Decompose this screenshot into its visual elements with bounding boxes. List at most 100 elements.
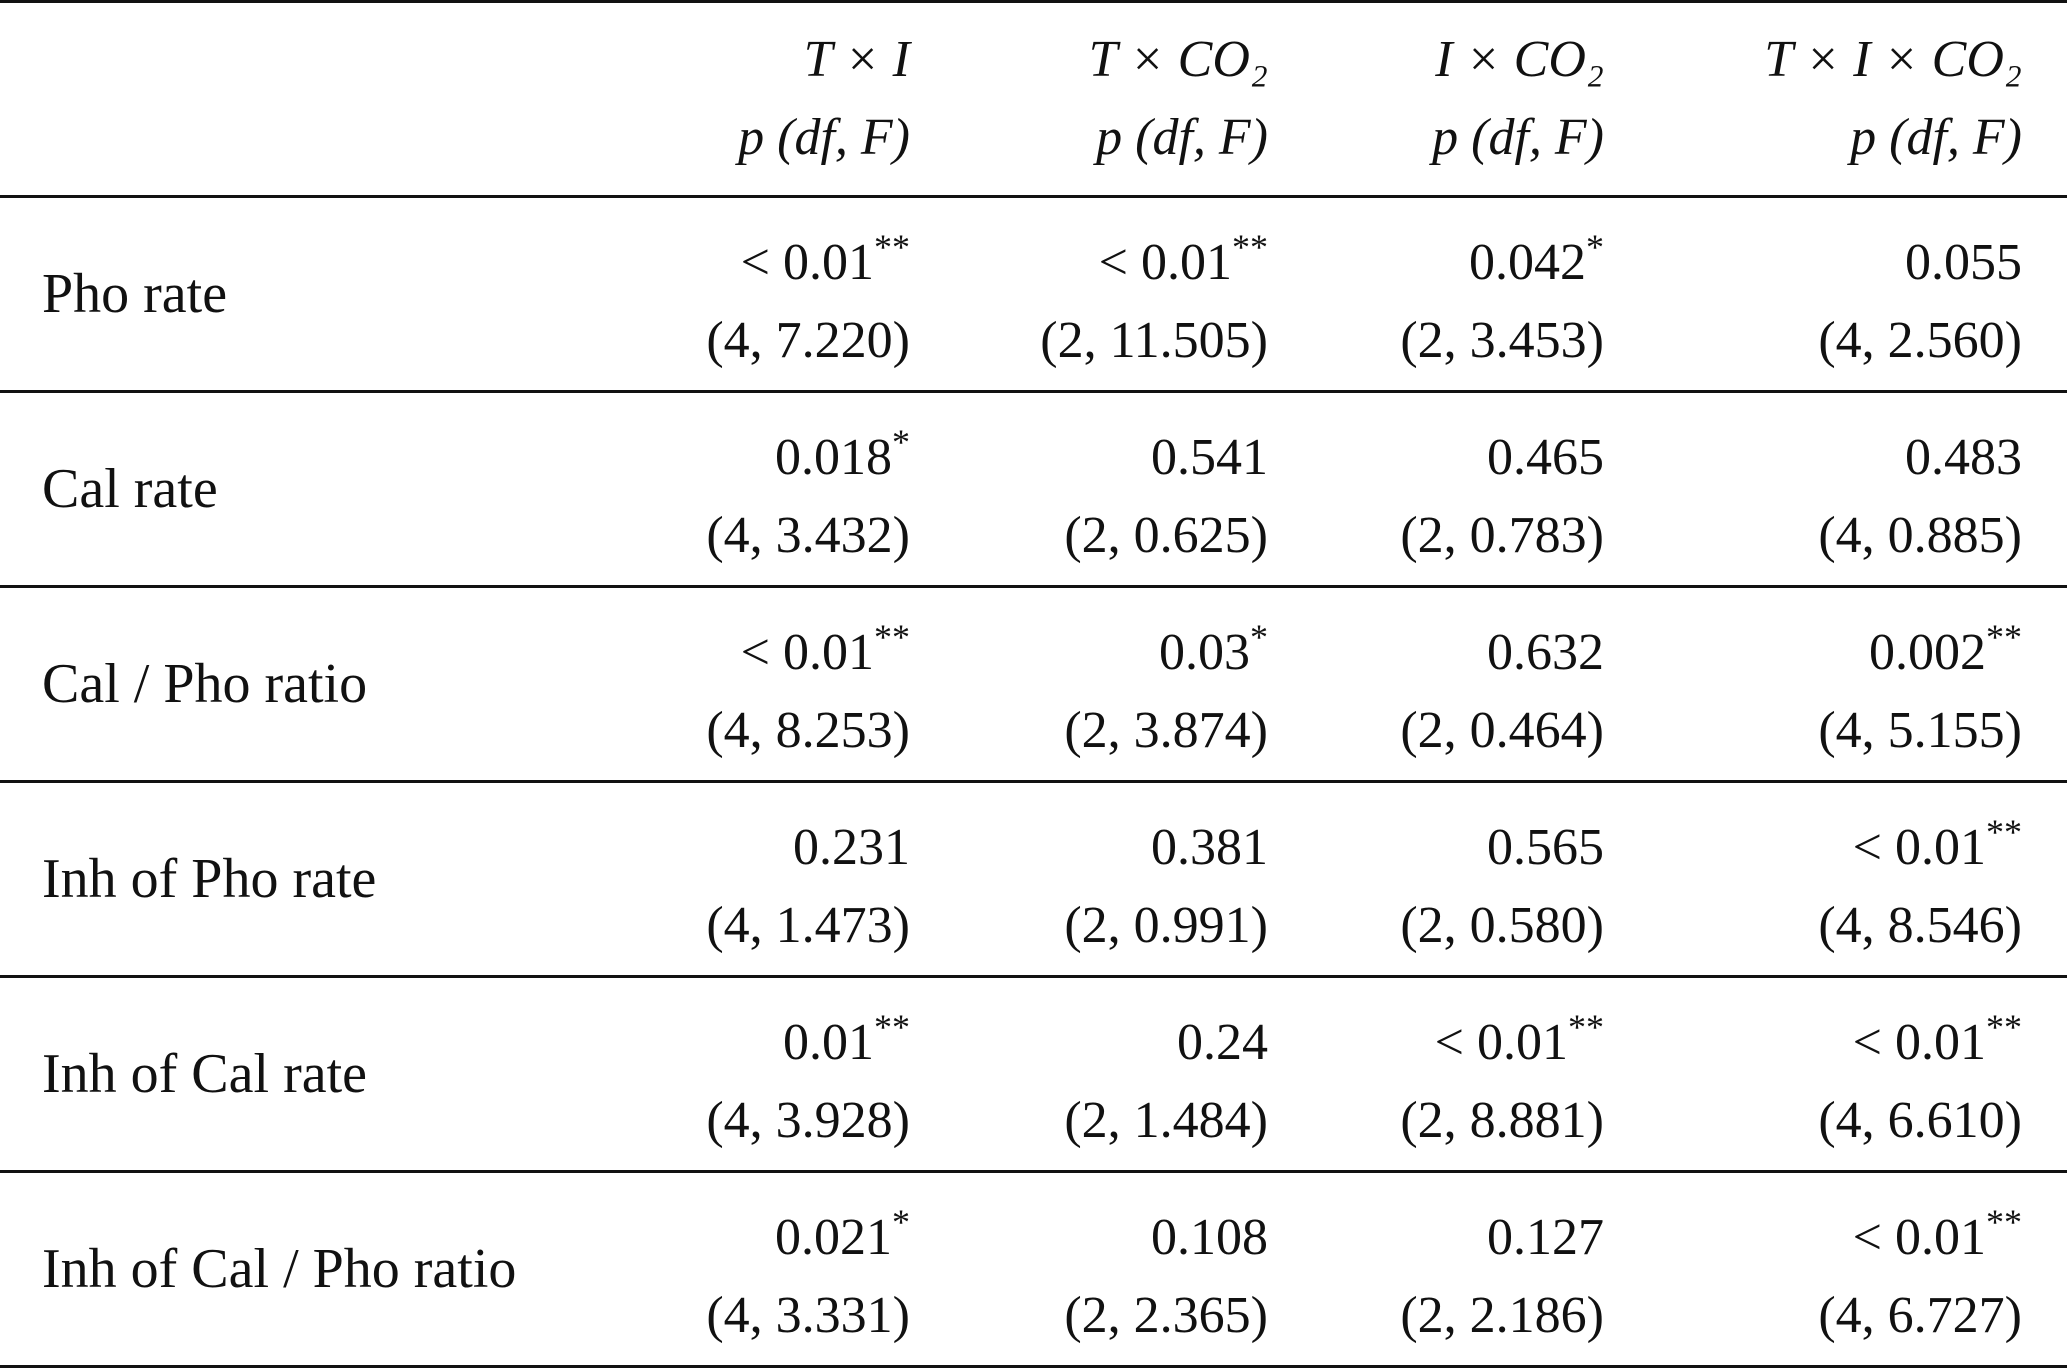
row-label: Cal / Pho ratio — [42, 653, 368, 715]
df-f-value: (2, 8.881) — [1400, 1092, 1604, 1149]
column-stat-label: p (df, F) — [1096, 109, 1268, 166]
df-f-value: (2, 3.874) — [1064, 702, 1268, 759]
row-label: Inh of Cal / Pho ratio — [42, 1238, 517, 1300]
column-stat-label: p (df, F) — [1850, 109, 2022, 166]
significance-marker: ** — [1568, 1007, 1604, 1047]
df-f-value: (2, 0.625) — [1064, 507, 1268, 564]
p-value: < 0.01 — [1852, 1209, 1986, 1266]
row-divider — [0, 1170, 2067, 1173]
significance-marker: ** — [1986, 1007, 2022, 1047]
p-value: 0.565 — [1487, 819, 1604, 876]
row-label: Cal rate — [42, 458, 218, 520]
df-f-value: (4, 3.928) — [706, 1092, 910, 1149]
column-effect: T × CO₂ — [1088, 31, 1268, 88]
table-cell: < 0.01** (2, 11.505) — [910, 198, 1268, 390]
table-cell: 0.127 (2, 2.186) — [1268, 1173, 1604, 1365]
df-f-value: (2, 11.505) — [1040, 312, 1268, 369]
table-cell: 0.231 (4, 1.473) — [560, 783, 910, 975]
row-divider — [0, 585, 2067, 588]
df-f-value: (2, 0.464) — [1400, 702, 1604, 759]
p-value: 0.055 — [1905, 234, 2022, 291]
table-cell: < 0.01** (4, 8.253) — [560, 588, 910, 780]
header-rule — [0, 195, 2067, 198]
column-header: T × I p (df, F) — [560, 6, 910, 192]
df-f-value: (4, 7.220) — [706, 312, 910, 369]
p-value: 0.01 — [783, 1014, 874, 1071]
column-effect: I × CO₂ — [1435, 31, 1604, 88]
table-cell: 0.24 (2, 1.484) — [910, 978, 1268, 1170]
df-f-value: (4, 3.331) — [706, 1287, 910, 1344]
column-header: T × I × CO₂ p (df, F) — [1604, 6, 2022, 192]
df-f-value: (2, 0.783) — [1400, 507, 1604, 564]
df-f-value: (2, 0.991) — [1064, 897, 1268, 954]
p-value: 0.021 — [775, 1209, 892, 1266]
table-cell: 0.541 (2, 0.625) — [910, 393, 1268, 585]
p-value: < 0.01 — [1434, 1014, 1568, 1071]
row-divider — [0, 390, 2067, 393]
column-stat-label: p (df, F) — [738, 109, 910, 166]
df-f-value: (2, 2.365) — [1064, 1287, 1268, 1344]
bottom-rule — [0, 1365, 2067, 1368]
table-row: Pho rate < 0.01** (4, 7.220) < 0.01** (2… — [0, 198, 2067, 390]
column-effect: T × I × CO₂ — [1764, 31, 2022, 88]
table-cell: < 0.01** (4, 7.220) — [560, 198, 910, 390]
table-cell: < 0.01** (2, 8.881) — [1268, 978, 1604, 1170]
df-f-value: (4, 5.155) — [1818, 702, 2022, 759]
significance-marker: ** — [1232, 227, 1268, 267]
df-f-value: (4, 0.885) — [1818, 507, 2022, 564]
table-row: Inh of Pho rate 0.231 (4, 1.473) 0.381 (… — [0, 783, 2067, 975]
df-f-value: (4, 6.727) — [1818, 1287, 2022, 1344]
p-value: 0.002 — [1869, 624, 1986, 681]
df-f-value: (4, 2.560) — [1818, 312, 2022, 369]
p-value: < 0.01 — [740, 624, 874, 681]
table-row: Cal / Pho ratio < 0.01** (4, 8.253) 0.03… — [0, 588, 2067, 780]
top-rule — [0, 0, 2067, 3]
p-value: 0.541 — [1151, 429, 1268, 486]
column-header: I × CO₂ p (df, F) — [1268, 6, 1604, 192]
df-f-value: (2, 1.484) — [1064, 1092, 1268, 1149]
table-cell: 0.483 (4, 0.885) — [1604, 393, 2022, 585]
p-value: < 0.01 — [1852, 1014, 1986, 1071]
significance-marker: ** — [874, 227, 910, 267]
table-cell: 0.381 (2, 0.991) — [910, 783, 1268, 975]
p-value: 0.24 — [1177, 1014, 1268, 1071]
p-value: < 0.01 — [1098, 234, 1232, 291]
table-cell: 0.465 (2, 0.783) — [1268, 393, 1604, 585]
table-row: Cal rate 0.018* (4, 3.432) 0.541 (2, 0.6… — [0, 393, 2067, 585]
table-cell: < 0.01** (4, 6.727) — [1604, 1173, 2022, 1365]
table-cell: 0.042* (2, 3.453) — [1268, 198, 1604, 390]
table-cell: 0.021* (4, 3.331) — [560, 1173, 910, 1365]
row-divider — [0, 780, 2067, 783]
df-f-value: (4, 8.253) — [706, 702, 910, 759]
p-value: 0.231 — [793, 819, 910, 876]
table-cell: 0.002** (4, 5.155) — [1604, 588, 2022, 780]
significance-marker: ** — [1986, 812, 2022, 852]
df-f-value: (2, 3.453) — [1400, 312, 1604, 369]
significance-marker: ** — [1986, 617, 2022, 657]
table-header: T × I p (df, F) T × CO₂ p (df, F) I × CO… — [0, 6, 2067, 192]
p-value: 0.042 — [1469, 234, 1586, 291]
table-row: Inh of Cal / Pho ratio 0.021* (4, 3.331)… — [0, 1173, 2067, 1365]
row-label: Pho rate — [42, 263, 228, 325]
table-cell: 0.565 (2, 0.580) — [1268, 783, 1604, 975]
row-label: Inh of Pho rate — [42, 848, 377, 910]
table-cell: 0.01** (4, 3.928) — [560, 978, 910, 1170]
p-value: 0.483 — [1905, 429, 2022, 486]
p-value: 0.018 — [775, 429, 892, 486]
p-value: 0.03 — [1159, 624, 1250, 681]
row-label: Inh of Cal rate — [42, 1043, 367, 1105]
significance-marker: * — [1586, 227, 1604, 267]
significance-marker: * — [1250, 617, 1268, 657]
p-value: 0.108 — [1151, 1209, 1268, 1266]
df-f-value: (4, 6.610) — [1818, 1092, 2022, 1149]
significance-marker: ** — [1986, 1202, 2022, 1242]
table-cell: 0.03* (2, 3.874) — [910, 588, 1268, 780]
column-effect: T × I — [803, 31, 910, 88]
significance-marker: ** — [874, 617, 910, 657]
df-f-value: (2, 2.186) — [1400, 1287, 1604, 1344]
significance-marker: ** — [874, 1007, 910, 1047]
table-cell: 0.055 (4, 2.560) — [1604, 198, 2022, 390]
p-value: 0.381 — [1151, 819, 1268, 876]
table-cell: < 0.01** (4, 6.610) — [1604, 978, 2022, 1170]
column-stat-label: p (df, F) — [1432, 109, 1604, 166]
